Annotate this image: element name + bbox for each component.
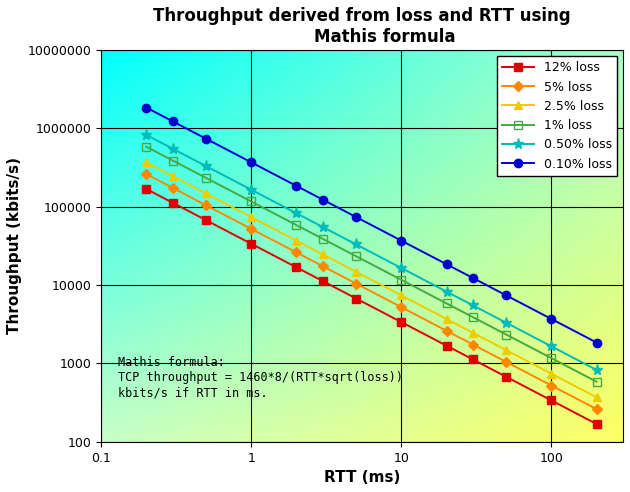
12% loss <box>142 186 150 192</box>
0.10% loss <box>142 105 150 111</box>
2.5% loss <box>593 395 600 400</box>
0.50% loss <box>202 163 210 169</box>
1% loss <box>398 277 405 283</box>
2.5% loss <box>443 316 450 322</box>
1% loss <box>202 175 210 181</box>
5% loss <box>202 202 210 208</box>
5% loss <box>547 383 555 389</box>
5% loss <box>142 171 150 177</box>
5% loss <box>352 280 360 286</box>
12% loss <box>319 278 326 284</box>
0.50% loss <box>169 146 176 152</box>
Legend: 12% loss, 5% loss, 2.5% loss, 1% loss, 0.50% loss, 0.10% loss: 12% loss, 5% loss, 2.5% loss, 1% loss, 0… <box>498 56 617 176</box>
0.50% loss <box>547 343 555 349</box>
Line: 5% loss: 5% loss <box>143 171 600 413</box>
12% loss <box>202 217 210 223</box>
Line: 1% loss: 1% loss <box>142 143 601 386</box>
12% loss <box>352 296 360 302</box>
0.10% loss <box>593 339 600 345</box>
5% loss <box>503 359 510 365</box>
1% loss <box>319 236 326 242</box>
5% loss <box>248 226 255 232</box>
0.50% loss <box>469 303 477 308</box>
0.10% loss <box>292 183 300 189</box>
12% loss <box>292 264 300 270</box>
0.50% loss <box>248 187 255 193</box>
Line: 0.50% loss: 0.50% loss <box>140 129 602 375</box>
1% loss <box>443 301 450 307</box>
5% loss <box>169 185 176 191</box>
0.10% loss <box>398 238 405 244</box>
5% loss <box>443 328 450 334</box>
0.50% loss <box>292 210 300 216</box>
2.5% loss <box>319 251 326 257</box>
5% loss <box>292 249 300 255</box>
X-axis label: RTT (ms): RTT (ms) <box>324 470 400 485</box>
0.10% loss <box>202 136 210 142</box>
0.10% loss <box>469 275 477 281</box>
0.50% loss <box>443 289 450 295</box>
0.50% loss <box>319 224 326 230</box>
Line: 0.10% loss: 0.10% loss <box>142 103 601 347</box>
0.50% loss <box>142 132 150 138</box>
2.5% loss <box>142 159 150 165</box>
0.50% loss <box>398 265 405 271</box>
12% loss <box>593 421 600 427</box>
2.5% loss <box>398 292 405 298</box>
2.5% loss <box>169 173 176 179</box>
2.5% loss <box>547 371 555 377</box>
0.10% loss <box>443 261 450 267</box>
0.50% loss <box>503 320 510 326</box>
2.5% loss <box>352 269 360 275</box>
Y-axis label: Throughput (kbits/s): Throughput (kbits/s) <box>7 157 22 335</box>
1% loss <box>547 355 555 361</box>
Line: 12% loss: 12% loss <box>142 185 601 428</box>
1% loss <box>593 379 600 385</box>
Text: Mathis formula:
TCP throughput = 1460*8/(RTT*sqrt(loss))
kbits/s if RTT in ms.: Mathis formula: TCP throughput = 1460*8/… <box>118 356 403 399</box>
0.10% loss <box>169 119 176 124</box>
12% loss <box>248 241 255 246</box>
1% loss <box>142 144 150 150</box>
5% loss <box>593 406 600 412</box>
12% loss <box>443 343 450 349</box>
12% loss <box>169 200 176 206</box>
2.5% loss <box>202 190 210 196</box>
12% loss <box>503 374 510 380</box>
12% loss <box>398 319 405 325</box>
Title: Throughput derived from loss and RTT using
        Mathis formula: Throughput derived from loss and RTT usi… <box>153 7 571 46</box>
0.10% loss <box>352 214 360 220</box>
5% loss <box>319 263 326 269</box>
1% loss <box>503 332 510 338</box>
1% loss <box>469 314 477 320</box>
2.5% loss <box>469 330 477 336</box>
2.5% loss <box>248 214 255 220</box>
0.10% loss <box>547 316 555 322</box>
1% loss <box>248 199 255 205</box>
0.50% loss <box>593 367 600 373</box>
2.5% loss <box>292 238 300 244</box>
5% loss <box>469 341 477 347</box>
1% loss <box>169 157 176 163</box>
12% loss <box>547 398 555 403</box>
0.10% loss <box>319 197 326 203</box>
1% loss <box>352 253 360 259</box>
0.50% loss <box>352 242 360 247</box>
1% loss <box>292 222 300 228</box>
12% loss <box>469 357 477 363</box>
5% loss <box>398 304 405 310</box>
2.5% loss <box>503 347 510 353</box>
0.10% loss <box>503 292 510 298</box>
Line: 2.5% loss: 2.5% loss <box>142 158 601 401</box>
0.10% loss <box>248 159 255 165</box>
